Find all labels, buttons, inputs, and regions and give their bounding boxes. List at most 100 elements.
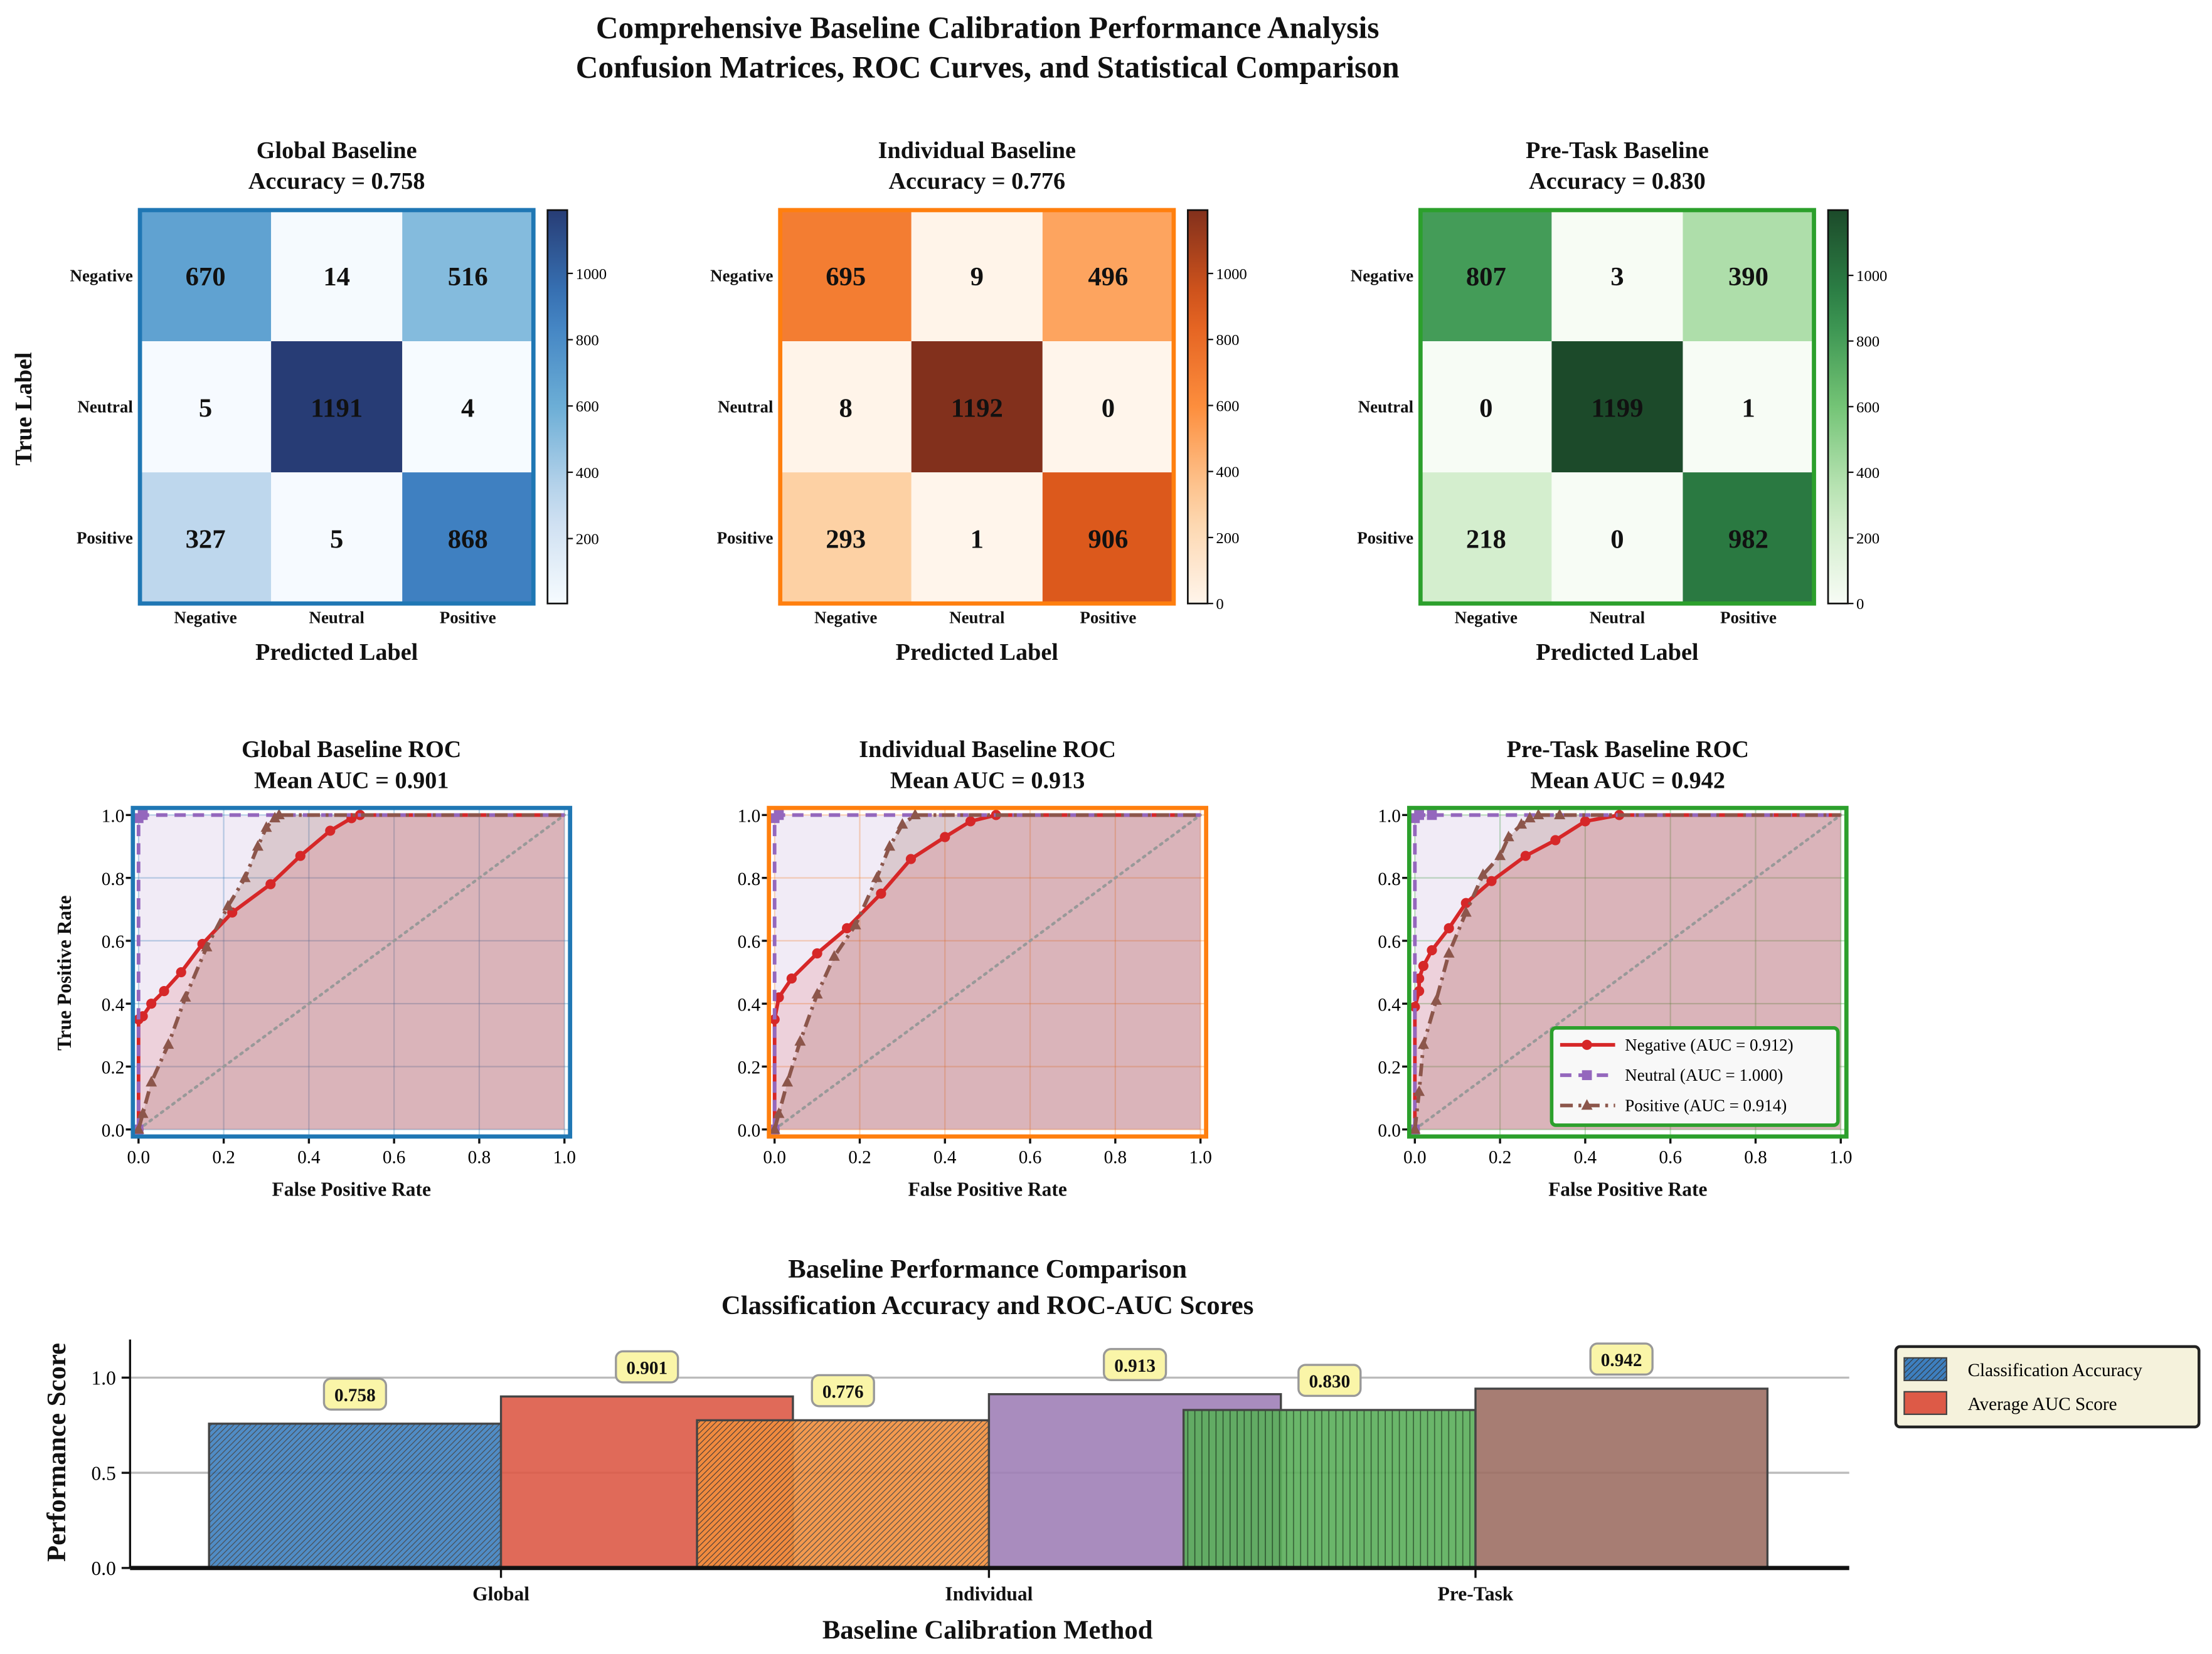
heatmap-cell <box>140 472 272 604</box>
heatmap-cell-value: 670 <box>186 262 226 292</box>
heatmap-title: Pre-Task Baseline <box>1526 137 1709 164</box>
heatmap-cell-value: 1192 <box>951 393 1003 423</box>
heatmap-cell <box>911 209 1043 342</box>
heatmap-accuracy: Accuracy = 0.758 <box>248 168 425 194</box>
heatmap-cell-value: 496 <box>1088 262 1128 292</box>
roc-point-negative <box>325 825 336 836</box>
value-label-box <box>615 1350 679 1384</box>
legend-label: Positive (AUC = 0.914) <box>1625 1096 1787 1115</box>
roc-point-positive <box>1554 808 1566 820</box>
x-tick-label: 0.0 <box>763 1148 786 1168</box>
row-label: Negative <box>1351 266 1413 285</box>
x-tick-label: 1.0 <box>553 1148 576 1168</box>
roc-point-negative <box>146 999 157 1009</box>
legend-label: Neutral (AUC = 1.000) <box>1625 1066 1783 1084</box>
heatmap-accuracy: Accuracy = 0.830 <box>1529 168 1706 194</box>
x-tick-label: 0.6 <box>1019 1148 1042 1168</box>
heatmap-ylabel: True Label <box>11 353 37 466</box>
roc-point-negative <box>965 816 976 827</box>
roc-point-positive <box>222 899 234 911</box>
heatmap-cell-value: 0 <box>1479 393 1492 423</box>
column-label: Positive <box>1080 608 1136 627</box>
heatmap-cell <box>271 472 403 604</box>
y-tick-label: 0.6 <box>102 932 125 952</box>
roc-point-positive <box>273 808 285 820</box>
value-label: 0.942 <box>1601 1350 1642 1370</box>
y-tick-label: 0.0 <box>102 1121 125 1141</box>
roc-xlabel: False Positive Rate <box>908 1178 1066 1200</box>
roc-point-positive <box>1533 808 1545 820</box>
value-label-box <box>811 1374 875 1407</box>
roc-point-negative <box>1410 1002 1420 1012</box>
heatmap-cell-value: 8 <box>839 393 853 423</box>
colorbar-tick-label: 1000 <box>1856 268 1887 285</box>
column-label: Negative <box>814 608 877 627</box>
legend-marker <box>1582 1039 1592 1050</box>
row-label: Positive <box>717 529 774 548</box>
roc-mean-auc: Mean AUC = 0.901 <box>254 768 449 794</box>
x-tick-label: 0.4 <box>933 1148 957 1168</box>
roc-title: Individual Baseline ROC <box>859 736 1116 763</box>
heatmap-cell <box>1420 209 1552 342</box>
row-label: Neutral <box>1358 398 1414 416</box>
heatmap-cell <box>780 209 912 342</box>
column-label: Positive <box>1720 608 1777 627</box>
value-label-box <box>322 1377 388 1411</box>
legend-swatch <box>1903 1357 1947 1381</box>
row-label: Neutral <box>77 398 133 416</box>
roc-point-positive <box>1430 994 1442 1005</box>
y-tick-label: 0.8 <box>1378 869 1401 889</box>
heatmap-cell <box>1551 472 1683 604</box>
roc-point-positive <box>773 1107 785 1118</box>
roc-point-neutral <box>774 810 784 820</box>
y-tick-label: 0.4 <box>1378 995 1401 1015</box>
value-label-box <box>1589 1342 1654 1376</box>
row-label: Negative <box>70 266 132 285</box>
heatmap-title: Individual Baseline <box>878 137 1076 164</box>
roc-point-negative <box>295 851 306 861</box>
x-tick-label: 0.4 <box>297 1148 321 1168</box>
roc-point-positive <box>849 918 861 930</box>
heatmap-cell <box>1042 472 1174 604</box>
value-label: 0.776 <box>822 1382 864 1402</box>
x-tick-label: Individual <box>945 1583 1033 1605</box>
y-tick-label: 0.2 <box>1378 1058 1401 1078</box>
heatmap-cell-value: 390 <box>1728 262 1768 292</box>
heatmap-cell-value: 5 <box>330 524 343 554</box>
roc-point-positive <box>1494 849 1506 861</box>
roc-point-negative <box>1460 898 1471 908</box>
row-label: Negative <box>710 266 773 285</box>
y-tick-label: 0.4 <box>738 995 761 1015</box>
bar-accuracy-individual <box>696 1419 991 1569</box>
roc-point-negative <box>905 854 917 864</box>
x-tick-label: Pre-Task <box>1438 1583 1514 1605</box>
heatmap-cell <box>1551 341 1683 473</box>
heatmap-cell <box>1042 209 1174 342</box>
heatmap-title: Global Baseline <box>257 137 417 164</box>
heatmap-cell-value: 807 <box>1466 262 1506 292</box>
legend-swatch <box>1903 1391 1947 1415</box>
roc-point-negative <box>1486 876 1497 886</box>
column-label: Negative <box>174 608 237 627</box>
legend-label: Negative (AUC = 0.912) <box>1625 1036 1793 1054</box>
roc-plot-area <box>132 808 570 1137</box>
value-label-box <box>1297 1364 1362 1397</box>
roc-point-negative <box>876 888 886 899</box>
roc-point-positive <box>132 1123 144 1134</box>
heatmap-cell <box>140 209 272 342</box>
x-tick-label: 1.0 <box>1189 1148 1212 1168</box>
roc-point-positive <box>909 808 921 820</box>
heatmap-cell-value: 516 <box>448 262 488 292</box>
heatmap-border <box>137 208 536 606</box>
roc-point-neutral <box>1427 810 1437 820</box>
roc-point-negative <box>1444 923 1454 933</box>
bar-chart-title: Baseline Performance Comparison <box>788 1254 1187 1284</box>
figure-title-line2: Confusion Matrices, ROC Curves, and Stat… <box>576 50 1400 85</box>
heatmap-cell-value: 9 <box>970 262 984 292</box>
colorbar-tick-label: 600 <box>576 398 599 415</box>
roc-point-positive <box>828 950 840 961</box>
x-tick-label: 0.8 <box>468 1148 491 1168</box>
x-tick-label: 0.8 <box>1744 1148 1767 1168</box>
heatmap-cell <box>911 472 1043 604</box>
heatmap-cell <box>402 209 534 342</box>
